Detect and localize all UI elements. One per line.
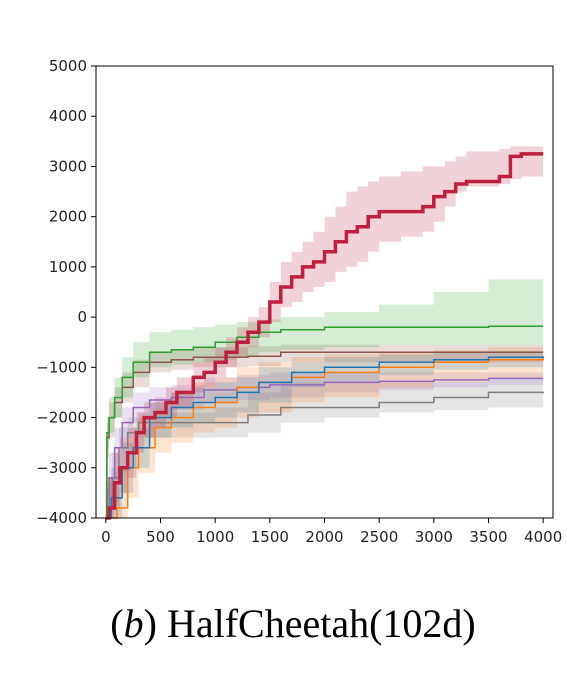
y-tick-label: 3000 xyxy=(49,157,87,175)
x-tick-label: 0 xyxy=(101,528,111,546)
caption-letter: b xyxy=(123,601,144,646)
confidence-bands xyxy=(105,146,544,518)
y-tick-label: 0 xyxy=(77,308,87,326)
x-tick-label: 1000 xyxy=(196,528,234,546)
series-5-line xyxy=(105,325,544,519)
y-tick-label: −2000 xyxy=(36,409,87,427)
caption-close-paren: ) xyxy=(143,601,167,646)
x-tick-label: 2000 xyxy=(305,528,343,546)
y-tick-label: 2000 xyxy=(49,208,87,226)
caption-open-paren: ( xyxy=(110,601,124,646)
x-tick-label: 500 xyxy=(146,528,175,546)
figure-caption: (b) HalfCheetah(102d) xyxy=(0,600,586,647)
series-6-line xyxy=(105,152,544,520)
x-tick-label: 1500 xyxy=(251,528,289,546)
chart: 0 500 1000 1500 2000 2500 3000 3500 4000 −4000 −30… xyxy=(36,57,562,546)
series-1-line xyxy=(105,377,544,519)
y-tick-label: −3000 xyxy=(36,459,87,477)
y-tick-label: −1000 xyxy=(36,358,87,376)
y-tick-label: 1000 xyxy=(49,258,87,276)
x-tick-label: 3500 xyxy=(469,528,507,546)
series-3-line xyxy=(105,356,544,519)
series-5-band xyxy=(105,274,544,518)
y-tick-label: 4000 xyxy=(49,107,87,125)
series-3-band xyxy=(105,351,544,518)
series-lines xyxy=(105,152,544,520)
x-tick-label: 4000 xyxy=(524,528,562,546)
series-0-band xyxy=(105,377,544,518)
y-tick-label: 5000 xyxy=(49,57,87,75)
y-tick-label: −4000 xyxy=(36,509,87,527)
x-tick-label: 3000 xyxy=(415,528,453,546)
series-2-line xyxy=(105,357,544,519)
axis-ticks: 0 500 1000 1500 2000 2500 3000 3500 4000 −4000 −30… xyxy=(36,57,562,546)
x-tick-label: 2500 xyxy=(360,528,398,546)
caption-text: HalfCheetah(102d) xyxy=(166,601,476,646)
series-6-band xyxy=(105,146,544,518)
